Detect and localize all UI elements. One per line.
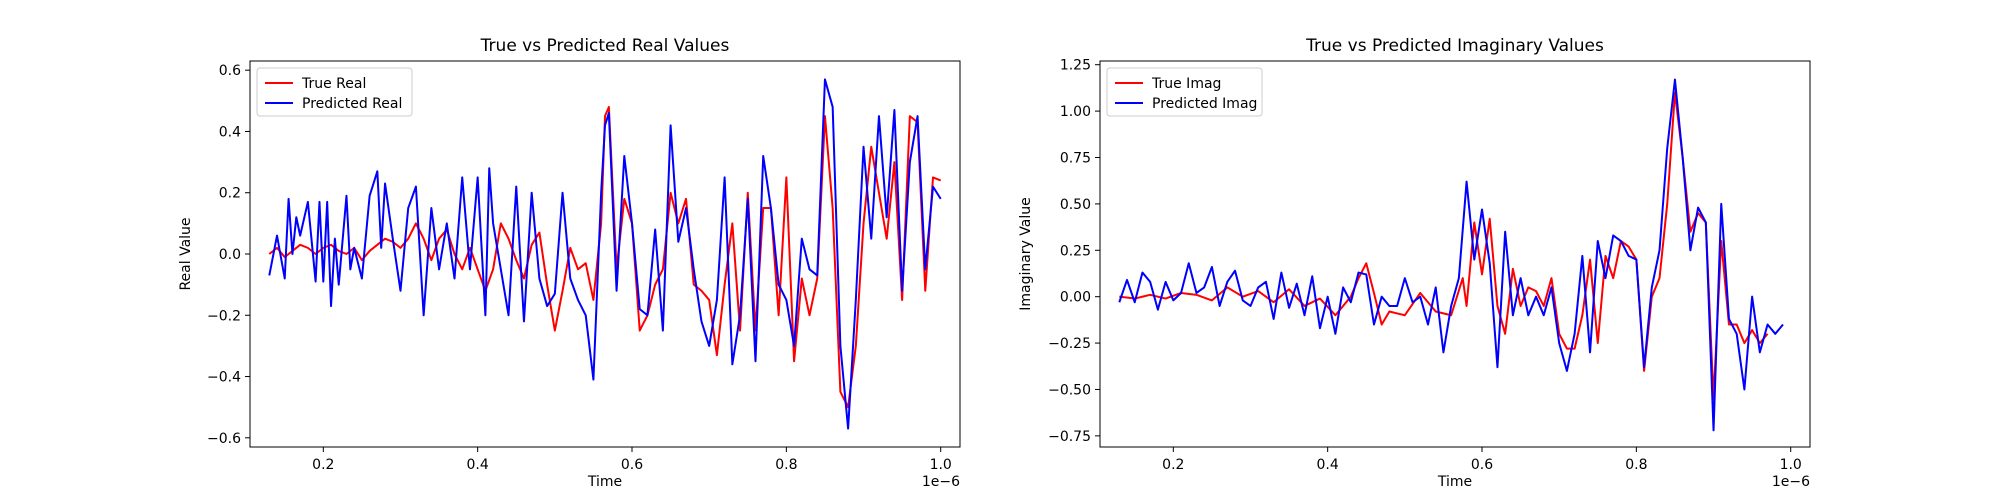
legend-box: [256, 67, 413, 117]
y-tick-label: 0.50: [1060, 197, 1091, 213]
y-tick-label: 0.25: [1060, 243, 1091, 259]
legend: True Real Predicted Real: [256, 67, 413, 117]
y-tick-label: −0.25: [1048, 336, 1091, 352]
x-tick-label: 0.8: [1625, 457, 1647, 473]
x-tick-label: 0.6: [1471, 457, 1493, 473]
y-tick-label: 1.25: [1060, 58, 1091, 74]
x-tick-label: 0.8: [775, 457, 797, 473]
y-tick-label: −0.2: [207, 308, 241, 324]
x-offset-label: 1e−6: [1772, 474, 1810, 490]
series-line-predicted-imag: [1118, 78, 1784, 432]
y-tick-label: 0.00: [1060, 290, 1091, 306]
chart-title: True vs Predicted Real Values: [480, 36, 730, 56]
chart-panel-1: 0.2 0.4 0.6 0.8 1.0−0.6−0.4−0.20.00.20.40.6T…: [178, 36, 961, 490]
legend-label: Predicted Real: [302, 96, 402, 112]
x-tick-label: 0.4: [467, 457, 489, 473]
chart-title: True vs Predicted Imaginary Values: [1305, 36, 1604, 56]
y-axis-label: Imaginary Value: [1018, 197, 1034, 311]
x-axis-label: Time: [1437, 474, 1472, 490]
x-tick-label: 0.4: [1317, 457, 1339, 473]
x-axis-label: Time: [587, 474, 622, 490]
x-tick-label: 1.0: [930, 457, 952, 473]
series-line-true-real: [268, 105, 942, 409]
y-tick-label: −0.75: [1048, 429, 1091, 445]
legend: True Imag Predicted Imag: [1106, 67, 1263, 117]
y-tick-label: 0.6: [219, 63, 241, 79]
x-tick-label: 0.2: [1162, 457, 1184, 473]
y-tick-label: 0.0: [219, 247, 241, 263]
y-tick-label: 0.2: [219, 186, 241, 202]
x-tick-label: 0.6: [621, 457, 643, 473]
legend-box: [1106, 67, 1263, 117]
chart-panel-2: 0.2 0.4 0.6 0.8 1.0 −0.75 −0.50 −0.25 0.00 0.25 0.…: [1018, 36, 1811, 490]
legend-label: True Imag: [1151, 76, 1221, 92]
y-tick-label: −0.6: [207, 431, 241, 447]
y-tick-label: 1.00: [1060, 104, 1091, 120]
legend-label: Predicted Imag: [1152, 96, 1257, 112]
plot-frame: [1099, 60, 1811, 448]
series-line-predicted-real: [268, 78, 942, 430]
y-tick-label: −0.50: [1048, 382, 1091, 398]
x-offset-label: 1e−6: [922, 474, 960, 490]
x-tick-label: 1.0: [1780, 457, 1802, 473]
y-axis-label: Real Value: [178, 217, 194, 290]
y-tick-label: 0.4: [219, 124, 241, 140]
legend-label: True Real: [301, 76, 366, 92]
y-tick-label: 0.75: [1060, 151, 1091, 167]
y-tick-label: −0.4: [207, 370, 241, 386]
x-tick-label: 0.2: [312, 457, 334, 473]
